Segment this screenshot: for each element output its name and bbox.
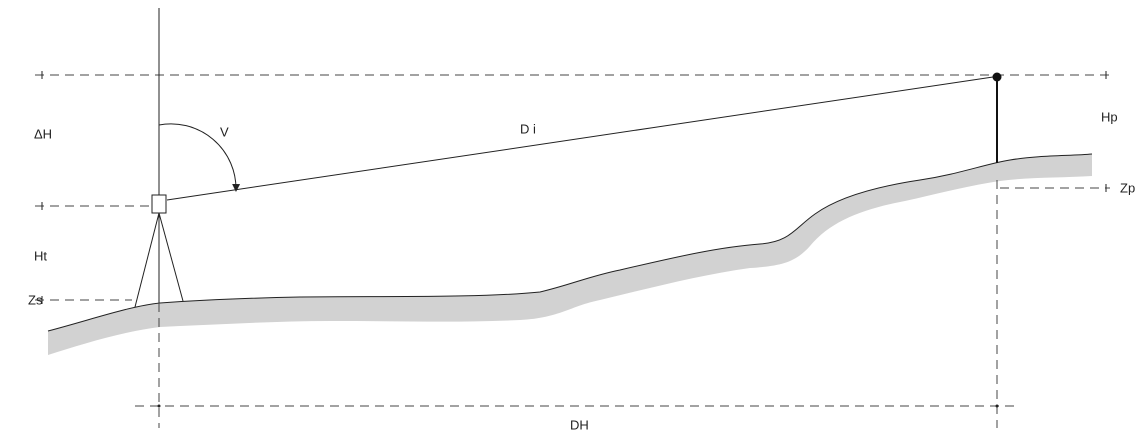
- label-v: V: [220, 124, 229, 139]
- label-dh: DH: [570, 417, 589, 432]
- label-delta-h: ΔH: [34, 126, 52, 141]
- label-ht: Ht: [34, 248, 47, 263]
- tick-marks: [41, 71, 1107, 304]
- label-zs: Zs: [28, 292, 43, 307]
- label-di: D i: [520, 121, 536, 136]
- label-zp: Zp: [1120, 180, 1135, 195]
- tripod: [134, 212, 184, 308]
- target-point: [992, 72, 1002, 82]
- instrument: [151, 194, 167, 214]
- dh-start: [157, 404, 161, 408]
- label-hp: Hp: [1101, 109, 1118, 124]
- slope-line: [166, 76, 994, 201]
- dh-end: [995, 404, 999, 408]
- angle-arc: [158, 123, 241, 192]
- terrain-edge: [47, 153, 1093, 332]
- terrain: [48, 154, 1092, 355]
